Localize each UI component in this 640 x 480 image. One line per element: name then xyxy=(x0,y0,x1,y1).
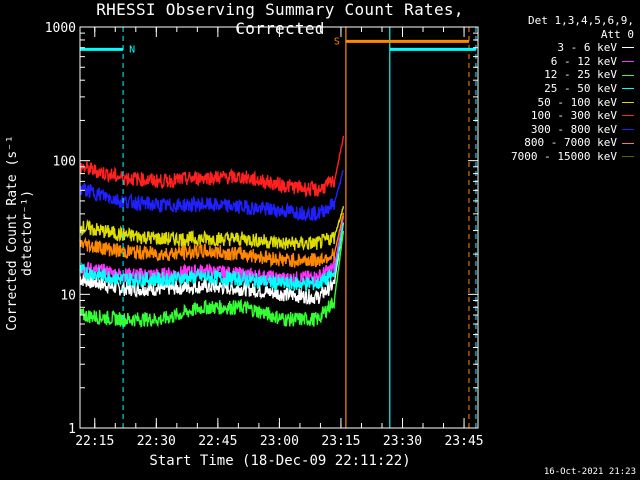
legend-swatch xyxy=(622,156,634,158)
x-tick-label: 22:45 xyxy=(198,434,237,449)
series-line-7 xyxy=(79,212,345,268)
legend-swatch xyxy=(622,47,634,49)
series-line-0 xyxy=(79,222,345,305)
legend-swatch xyxy=(622,74,634,76)
x-tick-label: 22:30 xyxy=(137,434,176,449)
x-tick-label: 22:15 xyxy=(75,434,114,449)
legend-label: 50 - 100 keV xyxy=(537,95,617,109)
legend-label: 7000 - 15000 keV xyxy=(511,149,617,163)
annotation-s: S xyxy=(334,36,340,47)
legend-swatch xyxy=(622,101,634,103)
legend-label: 3 - 6 keV xyxy=(557,41,617,55)
legend-entry: 100 - 300 keV xyxy=(470,109,634,123)
x-axis-title: Start Time (18-Dec-09 22:11:22) xyxy=(149,453,411,469)
x-tick-label: 23:00 xyxy=(260,434,299,449)
plot-frame xyxy=(79,26,479,429)
legend-swatch xyxy=(622,61,634,63)
legend-swatch xyxy=(622,88,634,90)
legend-label: 800 - 7000 keV xyxy=(524,136,617,150)
annotation-n: N xyxy=(129,44,135,55)
y-tick-label: 1 xyxy=(68,422,76,437)
series-line-5 xyxy=(79,135,345,199)
x-tick-label: 23:45 xyxy=(444,434,483,449)
legend-entry: 12 - 25 keV xyxy=(470,68,634,82)
legend-swatch xyxy=(622,115,634,117)
series-line-1 xyxy=(79,216,345,287)
legend-entry: 800 - 7000 keV xyxy=(470,136,634,150)
legend-label: 100 - 300 keV xyxy=(530,109,617,123)
legend-label: 25 - 50 keV xyxy=(544,81,617,95)
legend-detectors: Det 1,3,4,5,6,9, xyxy=(528,14,634,27)
x-tick-label: 23:30 xyxy=(383,434,422,449)
legend-entry: 25 - 50 keV xyxy=(470,82,634,96)
legend-attenuator: Att 0 xyxy=(600,27,634,41)
legend-entry: 3 - 6 keV xyxy=(470,41,634,55)
legend-label: 300 - 800 keV xyxy=(530,122,617,136)
legend-swatch xyxy=(622,129,634,131)
y-axis-title: Corrected Count Rate (s⁻¹ detector⁻¹) xyxy=(5,135,35,331)
chart-title: RHESSI Observing Summary Count Rates, Co… xyxy=(96,0,464,38)
x-tick-label: 23:15 xyxy=(321,434,360,449)
y-tick-label: 10 xyxy=(60,288,76,303)
series-line-4 xyxy=(79,206,345,252)
legend-entry: 50 - 100 keV xyxy=(470,96,634,110)
footer-timestamp: 16-Oct-2021 21:23 xyxy=(543,467,636,477)
legend-entry: 6 - 12 keV xyxy=(470,55,634,69)
legend-label: 12 - 25 keV xyxy=(544,68,617,82)
legend: Det 1,3,4,5,6,9, Att 0 3 - 6 keV 6 - 12 k… xyxy=(470,14,634,164)
y-tick-label: 100 xyxy=(53,155,76,170)
y-tick-label: 1000 xyxy=(45,21,76,36)
legend-swatch xyxy=(622,142,634,144)
legend-label: 6 - 12 keV xyxy=(550,54,617,68)
series-line-2 xyxy=(79,230,345,328)
legend-entry: 300 - 800 keV xyxy=(470,123,634,137)
series-line-6 xyxy=(79,169,344,223)
legend-entry: 7000 - 15000 keV xyxy=(470,150,634,164)
series-line-3 xyxy=(79,222,345,293)
